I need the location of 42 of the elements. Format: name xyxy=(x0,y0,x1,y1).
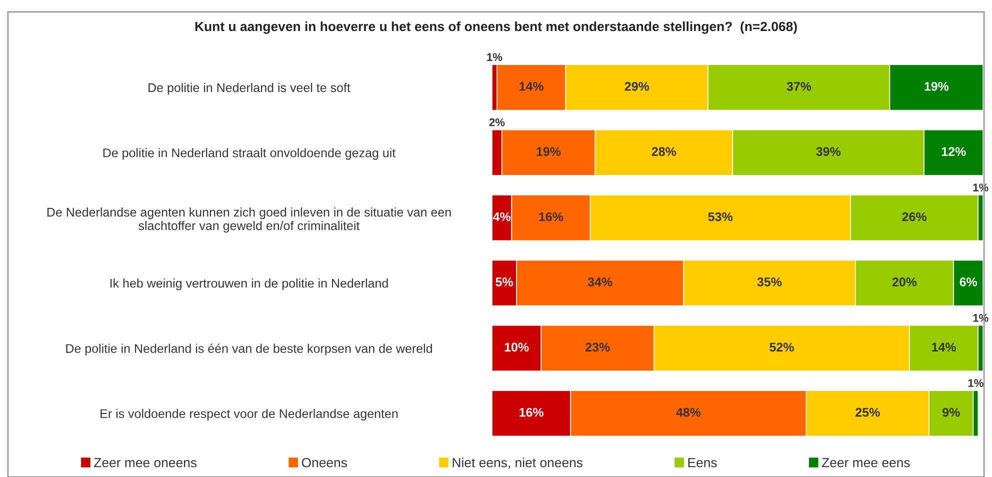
y-tick-label: Ik heb weinig vertrouwen in de politie in Nederland xyxy=(110,278,388,290)
data-label: 37% xyxy=(786,82,812,91)
legend-label: Eens xyxy=(688,458,717,468)
data-label: 1% xyxy=(973,314,988,322)
data-label: 34% xyxy=(588,278,612,286)
y-tick-label: Er is voldoende respect voor de Nederlandse agenten xyxy=(100,408,398,421)
data-label: 23% xyxy=(586,342,610,352)
data-label: 12% xyxy=(942,147,966,156)
y-tick-label: De politie in Nederland is veel te soft xyxy=(148,82,350,95)
data-label: 26% xyxy=(902,212,927,222)
data-label: 1% xyxy=(968,379,984,387)
data-label: 29% xyxy=(624,82,650,91)
legend-label: Zeer mee oneens xyxy=(94,458,197,468)
data-label: 35% xyxy=(757,278,782,286)
data-label: 14% xyxy=(932,342,956,352)
y-tick-label: De Nederlandse agenten kunnen zich goed inleven in de situatie van een slachtoffer van geweld en/of criminaliteit xyxy=(47,207,451,233)
legend-label: Niet eens, niet oneens xyxy=(452,458,583,469)
data-label: 39% xyxy=(816,147,841,156)
data-label: 19% xyxy=(924,82,949,91)
data-label: 48% xyxy=(676,408,701,417)
legend-label: Oneens xyxy=(302,458,347,468)
legend-label: Zeer mee eens xyxy=(822,458,910,468)
data-label: 25% xyxy=(856,408,880,417)
data-label: 16% xyxy=(520,408,544,417)
data-label: 1% xyxy=(973,184,988,192)
data-label: 10% xyxy=(504,342,529,352)
data-label: 28% xyxy=(652,147,676,156)
data-label: 52% xyxy=(770,342,794,352)
data-label: 6% xyxy=(960,278,978,286)
text: Kunt u aangeven in hoeverre u het eens of oneens bent met onderstaande stellingen? (n=2.068) xyxy=(195,21,797,34)
data-label: 16% xyxy=(539,212,564,222)
data-label: 19% xyxy=(536,147,561,156)
data-label: 53% xyxy=(708,212,733,222)
data-label: 4% xyxy=(493,212,511,222)
data-label: 5% xyxy=(496,278,514,286)
y-tick-label: De politie in Nederland is één van de beste korpsen van de wereld xyxy=(66,344,432,356)
data-label: 1% xyxy=(487,53,502,62)
data-label: 2% xyxy=(489,118,505,126)
y-tick-label: De politie in Nederland straalt onvoldoende gezag uit xyxy=(103,148,396,160)
data-label: 20% xyxy=(892,278,917,286)
data-label: 9% xyxy=(942,408,960,417)
data-label: 14% xyxy=(520,82,544,91)
